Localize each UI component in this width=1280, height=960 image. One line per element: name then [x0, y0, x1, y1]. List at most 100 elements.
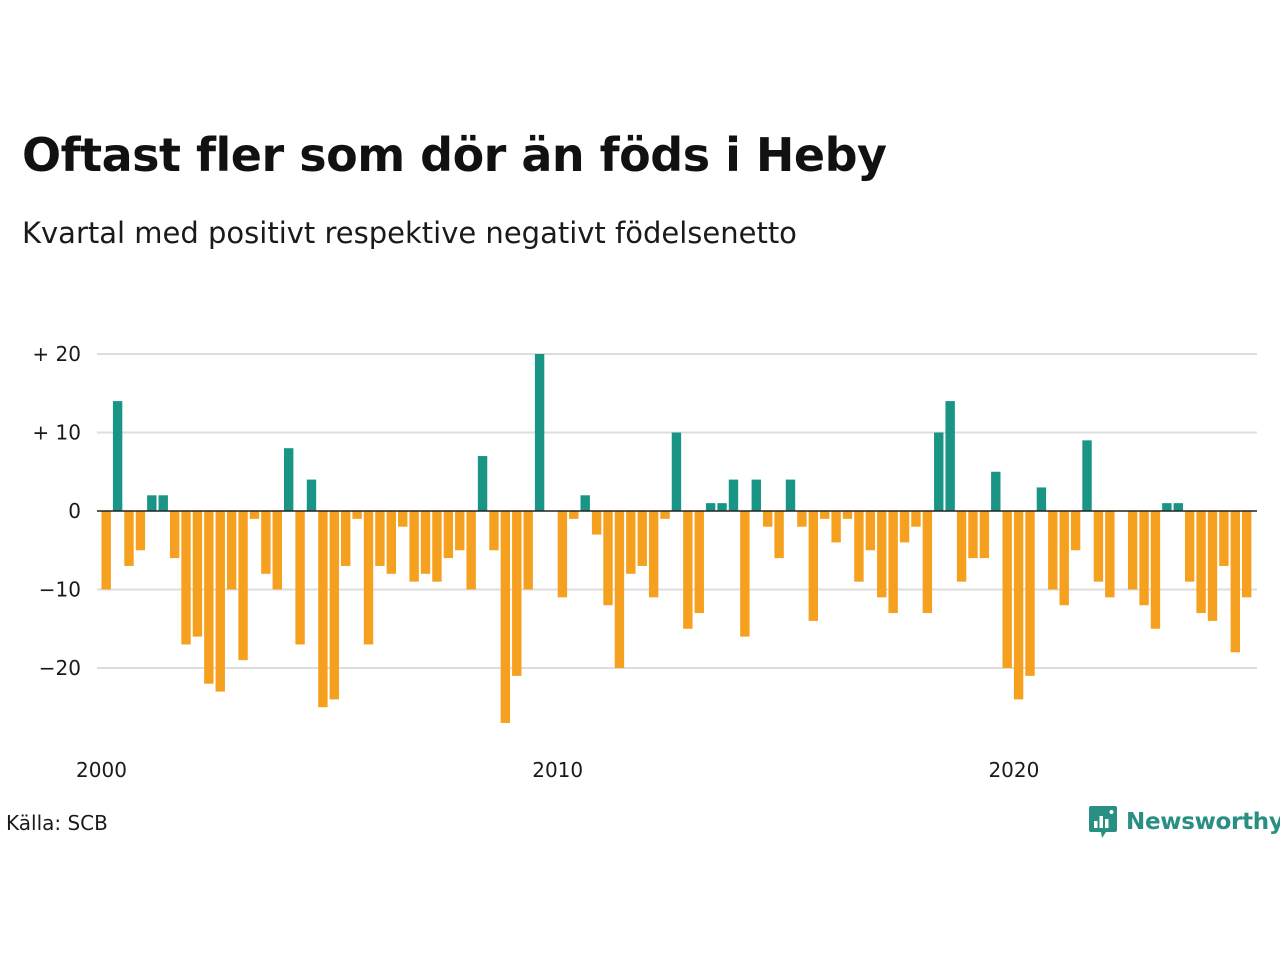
bar	[329, 511, 339, 700]
bar	[432, 511, 442, 582]
bar	[1070, 511, 1081, 551]
bar	[911, 511, 921, 527]
bar	[523, 511, 533, 590]
x-tick-label: 2010	[532, 758, 583, 782]
bar	[717, 503, 727, 511]
bar	[956, 511, 967, 582]
bar	[694, 511, 704, 614]
bar	[820, 511, 830, 519]
bar	[831, 511, 841, 543]
bar	[797, 511, 807, 527]
bar	[1184, 511, 1195, 582]
y-tick-label: 0	[68, 499, 81, 523]
bar	[785, 479, 796, 511]
bar	[648, 511, 659, 598]
bar	[375, 511, 385, 566]
y-tick-label: + 20	[32, 342, 81, 366]
bar	[580, 495, 590, 511]
bar	[968, 511, 978, 559]
bar	[991, 471, 1001, 511]
bar	[1059, 511, 1069, 606]
bar	[238, 511, 248, 661]
bar	[215, 511, 225, 692]
bar	[899, 511, 910, 543]
bar	[888, 511, 898, 614]
bar	[569, 511, 579, 519]
bar	[591, 511, 602, 535]
bar	[671, 432, 682, 511]
bar	[1093, 511, 1104, 582]
bar	[603, 511, 613, 606]
bar	[705, 503, 716, 511]
bar	[398, 511, 408, 527]
bar	[1207, 511, 1218, 621]
bar	[192, 511, 203, 637]
bar	[181, 511, 191, 645]
y-tick-label: −20	[39, 656, 81, 680]
bar	[341, 511, 351, 566]
bar	[386, 511, 397, 574]
bar	[1242, 511, 1252, 598]
bar	[443, 511, 454, 559]
chart-subtitle: Kvartal med positivt respektive negativt…	[22, 216, 797, 250]
bar	[557, 511, 568, 598]
bar	[272, 511, 282, 590]
bar	[1082, 440, 1092, 511]
bar	[1048, 511, 1058, 590]
bar	[363, 511, 374, 645]
bar	[534, 354, 545, 511]
bar	[728, 479, 739, 511]
bar	[101, 511, 111, 590]
bar	[1150, 511, 1161, 629]
bar	[455, 511, 465, 551]
bar	[124, 511, 134, 566]
bar	[500, 511, 511, 723]
bar	[466, 511, 476, 590]
bar	[147, 495, 157, 511]
bar	[626, 511, 636, 574]
bar	[808, 511, 819, 621]
bar	[420, 511, 431, 574]
bar	[204, 511, 214, 684]
bar	[740, 511, 750, 637]
bar	[1105, 511, 1115, 598]
bar	[934, 432, 944, 511]
bar	[477, 456, 488, 511]
bar	[295, 511, 305, 645]
y-tick-label: −10	[39, 578, 81, 602]
bar	[249, 511, 260, 519]
bar	[683, 511, 693, 629]
bar	[169, 511, 180, 559]
brand-name: Newsworthy	[1126, 809, 1280, 835]
bar	[158, 495, 168, 511]
bar	[135, 511, 146, 551]
bar	[877, 511, 887, 598]
bar	[226, 511, 237, 590]
bar	[979, 511, 990, 559]
bar	[865, 511, 876, 551]
source-note: Källa: SCB	[6, 811, 108, 835]
bar	[854, 511, 864, 582]
bar	[922, 511, 933, 614]
newsworthy-logo-icon	[1089, 806, 1117, 838]
bar	[512, 511, 522, 676]
bar	[1162, 503, 1172, 511]
bar	[306, 479, 317, 511]
bar	[318, 511, 328, 708]
bar	[1013, 511, 1024, 700]
bar	[112, 401, 123, 511]
y-tick-label: + 10	[32, 421, 81, 445]
bar	[774, 511, 784, 559]
bar	[1196, 511, 1206, 614]
bar	[1127, 511, 1138, 590]
bar	[751, 479, 761, 511]
bar	[1219, 511, 1229, 566]
bar	[489, 511, 499, 551]
bar	[1173, 503, 1183, 511]
x-tick-label: 2000	[76, 758, 127, 782]
bar	[637, 511, 647, 566]
bar	[660, 511, 670, 519]
bar	[1036, 487, 1047, 511]
x-tick-label: 2020	[988, 758, 1039, 782]
